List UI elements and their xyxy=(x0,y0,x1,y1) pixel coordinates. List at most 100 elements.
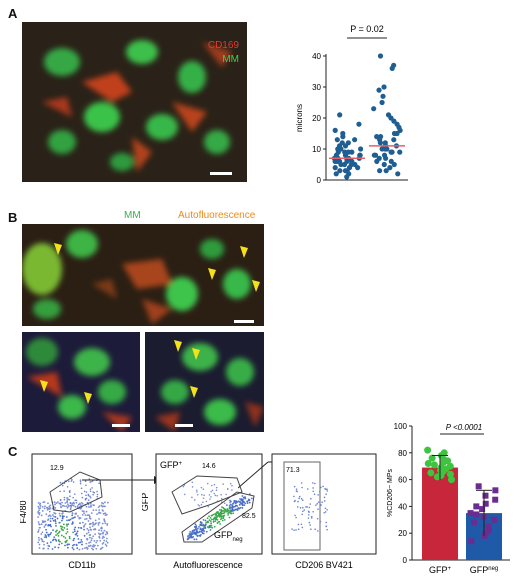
flow-dot xyxy=(89,541,92,543)
flow-dot xyxy=(38,543,41,546)
flow-dot xyxy=(195,533,197,536)
flow-dot xyxy=(204,527,207,530)
flow-dot xyxy=(66,500,69,503)
flow-dot xyxy=(223,514,226,517)
flow-dot xyxy=(301,506,304,509)
flow-dot xyxy=(210,490,212,493)
flow-dot xyxy=(91,480,94,482)
flow-dot xyxy=(93,539,96,542)
flow-dot xyxy=(202,518,205,521)
flow-dot xyxy=(59,502,62,505)
flow-dot xyxy=(60,525,63,528)
flow-dot xyxy=(209,529,212,531)
data-point xyxy=(339,140,345,146)
panel-c-axes: 0 20 40 60 80 100 %CD206− MPs P <0.0001 GFP+ GFPn… xyxy=(387,422,510,575)
flow-dot xyxy=(246,500,249,503)
flow-dot xyxy=(55,539,58,542)
flow-dot xyxy=(210,522,213,525)
flow-dot xyxy=(97,532,100,535)
flow-dot xyxy=(69,495,71,497)
flow-dot xyxy=(91,545,94,548)
flow-dot xyxy=(82,503,84,505)
flow-dot xyxy=(248,499,251,502)
flow-dot xyxy=(201,529,204,532)
flow-dot xyxy=(308,506,311,509)
flow-dot xyxy=(201,493,203,496)
flow-dot xyxy=(314,528,317,531)
flow-dot xyxy=(92,544,95,546)
flow-dot xyxy=(101,537,104,540)
flow-dot xyxy=(243,496,246,499)
flow-dot xyxy=(80,492,83,495)
flow-dot xyxy=(105,540,108,542)
flow-dot xyxy=(79,507,82,510)
flow-dot xyxy=(47,523,50,526)
flow-dot xyxy=(70,502,72,505)
data-point xyxy=(334,137,340,143)
flow-dot xyxy=(76,505,79,507)
flow-dot xyxy=(81,510,84,512)
flow-dot xyxy=(68,498,71,501)
panel-b-micrograph-bottom-right-image xyxy=(145,332,264,432)
flow-dot xyxy=(67,519,70,522)
flow-dot xyxy=(317,494,319,496)
flow-dot xyxy=(49,520,52,523)
flow-dot xyxy=(293,500,296,503)
flow-dot xyxy=(207,521,210,524)
panel-a-letter: A xyxy=(8,6,18,21)
flow-dot xyxy=(214,520,217,522)
flow-dot xyxy=(209,520,212,523)
yellow-arrowhead xyxy=(208,268,216,280)
flow-dot xyxy=(92,548,95,551)
flow-dot xyxy=(83,525,85,528)
flow-dot xyxy=(47,515,50,518)
flow-dot xyxy=(229,506,231,509)
x-category-label: GFPneg xyxy=(470,565,499,575)
flow-dot xyxy=(88,506,90,508)
flow2-gate-neg-value: 82.5 xyxy=(242,513,256,520)
data-point xyxy=(385,112,392,118)
flow-dot xyxy=(103,536,105,539)
flow-dot xyxy=(43,521,45,523)
flow-dot xyxy=(45,531,48,534)
flow-dot xyxy=(216,515,219,518)
flow-dot xyxy=(85,546,88,549)
flow-dot xyxy=(221,506,223,509)
flow-dot xyxy=(204,524,207,527)
flow-dot xyxy=(76,534,79,537)
flow-dot xyxy=(206,482,209,485)
flow-dot xyxy=(56,501,59,503)
flow-dot xyxy=(211,489,214,492)
flow2-gate-pos-value: 14.6 xyxy=(202,463,216,470)
flow-dot xyxy=(209,517,212,519)
flow-dot xyxy=(222,483,224,485)
flow-dot xyxy=(323,500,326,502)
flow-dot xyxy=(95,541,98,544)
flow-dot xyxy=(92,504,94,506)
flow-dot xyxy=(90,512,93,514)
flow-dot xyxy=(71,522,74,525)
data-point xyxy=(377,168,383,174)
data-point xyxy=(482,500,489,507)
flow-dot xyxy=(93,545,95,548)
flow-dot xyxy=(80,487,83,490)
yellow-arrowhead xyxy=(54,243,62,255)
flow-dot xyxy=(317,530,319,532)
flow-plot-autofluorescence: GFP+ 14.6 82.5 GFPneg GFP Autofluorescen… xyxy=(142,453,263,570)
flow-dot xyxy=(301,486,303,489)
flow-dot xyxy=(222,510,225,512)
flow-dot xyxy=(83,528,85,531)
flow-dot xyxy=(63,505,66,508)
flow-dot xyxy=(244,502,247,505)
flow-dot xyxy=(319,520,322,523)
flow-dot xyxy=(326,528,328,531)
flow-dot xyxy=(43,543,45,546)
flow-dot xyxy=(214,494,217,497)
flow-dot xyxy=(52,519,55,522)
flow-dot xyxy=(71,512,74,515)
flow-dot xyxy=(88,478,91,480)
flow-dot xyxy=(107,501,109,504)
flow-dot xyxy=(38,547,41,549)
flow-dot xyxy=(102,541,105,544)
flow-dot xyxy=(66,506,69,509)
